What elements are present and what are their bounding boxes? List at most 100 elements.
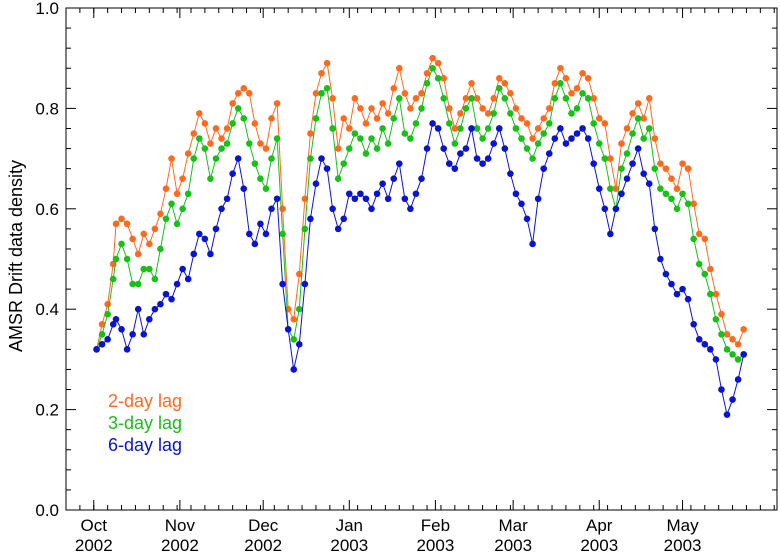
data-point — [240, 115, 248, 122]
data-point — [196, 230, 203, 238]
data-point — [212, 225, 220, 233]
data-point — [740, 325, 747, 333]
data-point — [668, 195, 675, 203]
data-point — [684, 200, 692, 208]
data-point — [623, 175, 631, 182]
data-point — [140, 230, 148, 238]
x-tick-label-year: 2003 — [330, 536, 368, 554]
data-point — [334, 145, 342, 152]
x-tick-label-month: Oct — [81, 516, 108, 535]
series-line — [96, 57, 745, 350]
x-tick-label-month: May — [667, 516, 700, 535]
data-point — [190, 155, 198, 162]
x-tick-label-year: 2002 — [161, 536, 199, 554]
data-point — [501, 80, 509, 87]
data-point — [362, 195, 370, 203]
data-point — [129, 280, 136, 288]
data-point — [423, 145, 431, 152]
y-tick-label: 0.2 — [35, 401, 59, 420]
data-point — [601, 205, 609, 213]
legend-entry: 3-day lag — [108, 413, 182, 433]
data-point — [234, 90, 242, 97]
data-point — [712, 315, 720, 323]
data-point — [418, 90, 425, 97]
data-point — [323, 85, 331, 92]
data-point — [168, 295, 175, 303]
data-point — [673, 185, 681, 193]
data-point — [545, 120, 553, 127]
data-point — [490, 95, 498, 102]
data-point — [340, 115, 348, 122]
data-point — [240, 85, 248, 92]
data-point — [412, 190, 420, 198]
data-point — [329, 95, 336, 102]
data-point — [318, 90, 325, 97]
data-point — [445, 160, 453, 167]
data-point — [518, 115, 525, 122]
data-point — [523, 145, 531, 152]
data-point — [223, 195, 231, 203]
data-point — [568, 90, 575, 97]
data-point — [295, 341, 303, 348]
data-point — [457, 150, 464, 157]
data-point — [712, 356, 720, 363]
data-point — [351, 195, 359, 203]
data-point — [268, 155, 275, 162]
data-point — [423, 80, 431, 87]
data-point — [379, 125, 386, 132]
data-point — [362, 150, 370, 157]
data-point — [690, 235, 697, 243]
data-point — [562, 95, 570, 102]
data-point — [707, 290, 714, 298]
data-point — [629, 110, 636, 117]
data-point — [190, 250, 198, 258]
data-point — [373, 145, 381, 152]
data-point — [640, 135, 647, 142]
data-point — [534, 195, 542, 203]
data-point — [104, 336, 111, 343]
data-point — [240, 185, 248, 193]
data-point — [512, 105, 520, 112]
data-point — [207, 175, 214, 182]
data-point — [495, 74, 503, 82]
data-point — [607, 230, 614, 238]
data-point — [118, 215, 125, 223]
data-point — [301, 195, 309, 203]
data-point — [690, 320, 697, 328]
data-point — [534, 140, 542, 147]
data-point — [407, 135, 414, 142]
data-point — [234, 105, 242, 112]
data-point — [512, 190, 520, 198]
data-point — [618, 190, 625, 198]
x-tick-label-year: 2003 — [494, 536, 532, 554]
data-point — [673, 290, 681, 298]
data-point — [429, 120, 436, 127]
data-point — [479, 135, 486, 142]
data-point — [251, 120, 259, 127]
data-point — [640, 115, 647, 122]
data-point — [412, 95, 420, 102]
data-point — [651, 135, 659, 142]
data-point — [507, 90, 514, 97]
axes: 0.00.20.40.60.81.0Oct2002Nov2002Dec2002J… — [35, 0, 778, 554]
data-point — [529, 240, 536, 248]
data-point — [662, 190, 670, 198]
data-point — [357, 135, 364, 142]
data-point — [379, 100, 386, 107]
data-point — [134, 250, 142, 258]
data-point — [434, 125, 442, 132]
data-point — [740, 351, 747, 358]
data-point — [357, 105, 364, 112]
data-point — [545, 150, 553, 157]
data-point — [601, 120, 609, 127]
data-point — [401, 195, 409, 203]
data-point — [479, 105, 486, 112]
data-point — [429, 54, 436, 62]
x-tick-label-month: Dec — [248, 516, 279, 535]
data-point — [340, 215, 348, 223]
data-point — [384, 110, 392, 117]
data-point — [151, 275, 159, 283]
data-point — [668, 280, 675, 288]
data-point — [223, 125, 231, 132]
data-point — [329, 125, 336, 132]
